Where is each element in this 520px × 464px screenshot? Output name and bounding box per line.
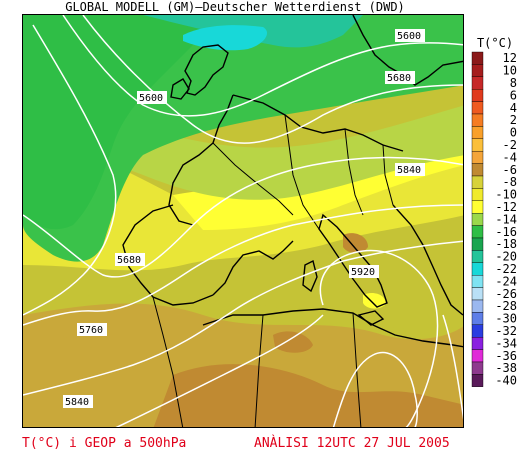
legend-label: -8 [503,175,517,189]
legend-swatch [471,113,484,127]
legend-swatch [471,101,484,115]
isoline-labels: 5600 5680 5840 5600 5680 5920 5760 5840 [63,29,425,408]
legend-label: -10 [495,188,517,202]
map-canvas: 5600 5680 5840 5600 5680 5920 5760 5840 [23,15,463,427]
legend-swatch [471,312,484,325]
isoline-label: 5840 [397,165,421,176]
temperature-zone-cyan-core [183,25,268,51]
legend-label: -6 [503,163,517,177]
isoline-label-bg [137,91,167,104]
legend-label: -24 [495,274,517,288]
isoline-label-bg [395,163,425,176]
legend-label: 8 [510,76,517,90]
isoline-label-bg [77,323,107,336]
legend-swatch [471,76,484,90]
legend-swatch [471,212,484,226]
legend-swatch [471,200,484,214]
legend-swatch [471,150,484,164]
map-footer: T(°C) i GEOP a 500hPa ANÀLISI 12UTC 27 J… [22,436,482,452]
legend-swatch [471,287,484,301]
legend-label: -26 [495,287,517,301]
isoline-label-bg [349,265,379,278]
isoline-label: 5680 [117,255,141,266]
legend-label: 0 [510,126,517,140]
isoline-label: 5760 [79,325,103,336]
legend-swatch [471,51,484,65]
legend-swatch [471,175,484,189]
legend-label: -20 [495,250,517,264]
isoline-label-bg [395,29,425,42]
legend-label: 6 [510,88,517,102]
isolines [23,15,463,427]
temperature-zone-southeast [153,364,463,427]
legend-swatch [471,225,484,239]
legend-label: -4 [503,150,517,164]
footer-analysis-time: ANÀLISI 12UTC 27 JUL 2005 [254,436,450,451]
legend-swatch [471,274,484,288]
legend-label: -12 [495,200,517,214]
map-title: GLOBAL MODELL (GM)—Deutscher Wetterdiens… [65,0,405,14]
legend-label: -34 [495,336,517,350]
temperature-zone-southwest [23,333,103,427]
legend-label: -18 [495,237,517,251]
legend-label: -22 [495,262,517,276]
legend-swatch [471,250,484,263]
legend-label: -32 [495,324,517,338]
isoline-label-bg [63,395,93,408]
temperature-spot-yellow [363,293,386,309]
footer-variable: T(°C) i GEOP a 500hPa [22,436,187,451]
legend-swatch [471,262,484,276]
legend-swatch [471,374,484,387]
legend-label: 12 [503,51,517,65]
legend-swatch [471,188,484,201]
legend-swatch [471,89,484,102]
legend-label: -38 [495,361,517,375]
legend-label: -28 [495,299,517,313]
legend-swatch [471,299,484,313]
legend-swatch [471,361,484,375]
legend-label: -2 [503,138,517,152]
legend-swatch [471,163,484,177]
legend-swatch [471,337,484,350]
legend-label: -16 [495,225,517,239]
isoline-label-bg [115,253,145,266]
legend-label: 10 [503,64,517,78]
legend-swatch [471,126,484,140]
legend-label: 2 [510,113,517,127]
weather-map[interactable]: 5600 5680 5840 5600 5680 5920 5760 5840 [22,14,464,428]
legend-label: -14 [495,212,517,226]
legend-swatch [471,324,484,338]
legend-label: -40 [495,374,517,388]
legend-label: -36 [495,349,517,363]
isoline-label-bg [385,71,415,84]
legend-title: T(°C) [476,36,514,50]
legend-swatch [471,237,484,251]
temperature-zone-dark-green [23,15,223,230]
legend-swatch [471,349,484,363]
temperature-zone-light-green [23,75,463,200]
isoline-label: 5840 [65,397,89,408]
temperature-legend: 121086420-2-4-6-8-10-12-14-16-18-20-22-2… [471,51,517,388]
legend-label: -30 [495,312,517,326]
legend-swatch [471,64,484,77]
temperature-spot-north-africa [273,331,313,353]
temperature-spot-italy [343,233,368,253]
isoline-label: 5600 [139,93,163,104]
isoline-label: 5680 [387,73,411,84]
legend-swatch [471,138,484,152]
isoline-label: 5600 [397,31,421,42]
isoline-label: 5920 [351,267,375,278]
legend-label: 4 [510,101,517,115]
